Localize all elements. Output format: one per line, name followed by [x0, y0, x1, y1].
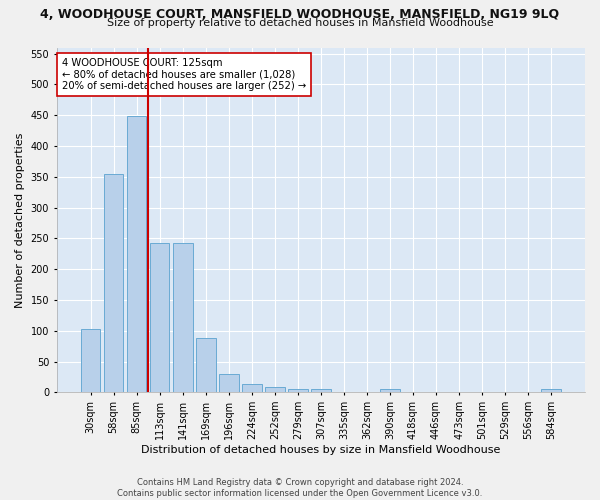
Bar	[288, 389, 308, 392]
Text: Contains HM Land Registry data © Crown copyright and database right 2024.
Contai: Contains HM Land Registry data © Crown c…	[118, 478, 482, 498]
Bar	[196, 338, 215, 392]
Bar	[173, 244, 193, 392]
Bar	[311, 389, 331, 392]
Bar	[150, 242, 169, 392]
Bar	[81, 329, 100, 392]
Text: 4, WOODHOUSE COURT, MANSFIELD WOODHOUSE, MANSFIELD, NG19 9LQ: 4, WOODHOUSE COURT, MANSFIELD WOODHOUSE,…	[40, 8, 560, 20]
Text: Size of property relative to detached houses in Mansfield Woodhouse: Size of property relative to detached ho…	[107, 18, 493, 28]
Bar	[127, 116, 146, 392]
X-axis label: Distribution of detached houses by size in Mansfield Woodhouse: Distribution of detached houses by size …	[141, 445, 500, 455]
Bar	[265, 387, 284, 392]
Bar	[541, 389, 561, 392]
Bar	[104, 174, 124, 392]
Bar	[242, 384, 262, 392]
Text: 4 WOODHOUSE COURT: 125sqm
← 80% of detached houses are smaller (1,028)
20% of se: 4 WOODHOUSE COURT: 125sqm ← 80% of detac…	[62, 58, 307, 91]
Bar	[219, 374, 239, 392]
Y-axis label: Number of detached properties: Number of detached properties	[15, 132, 25, 308]
Bar	[380, 389, 400, 392]
